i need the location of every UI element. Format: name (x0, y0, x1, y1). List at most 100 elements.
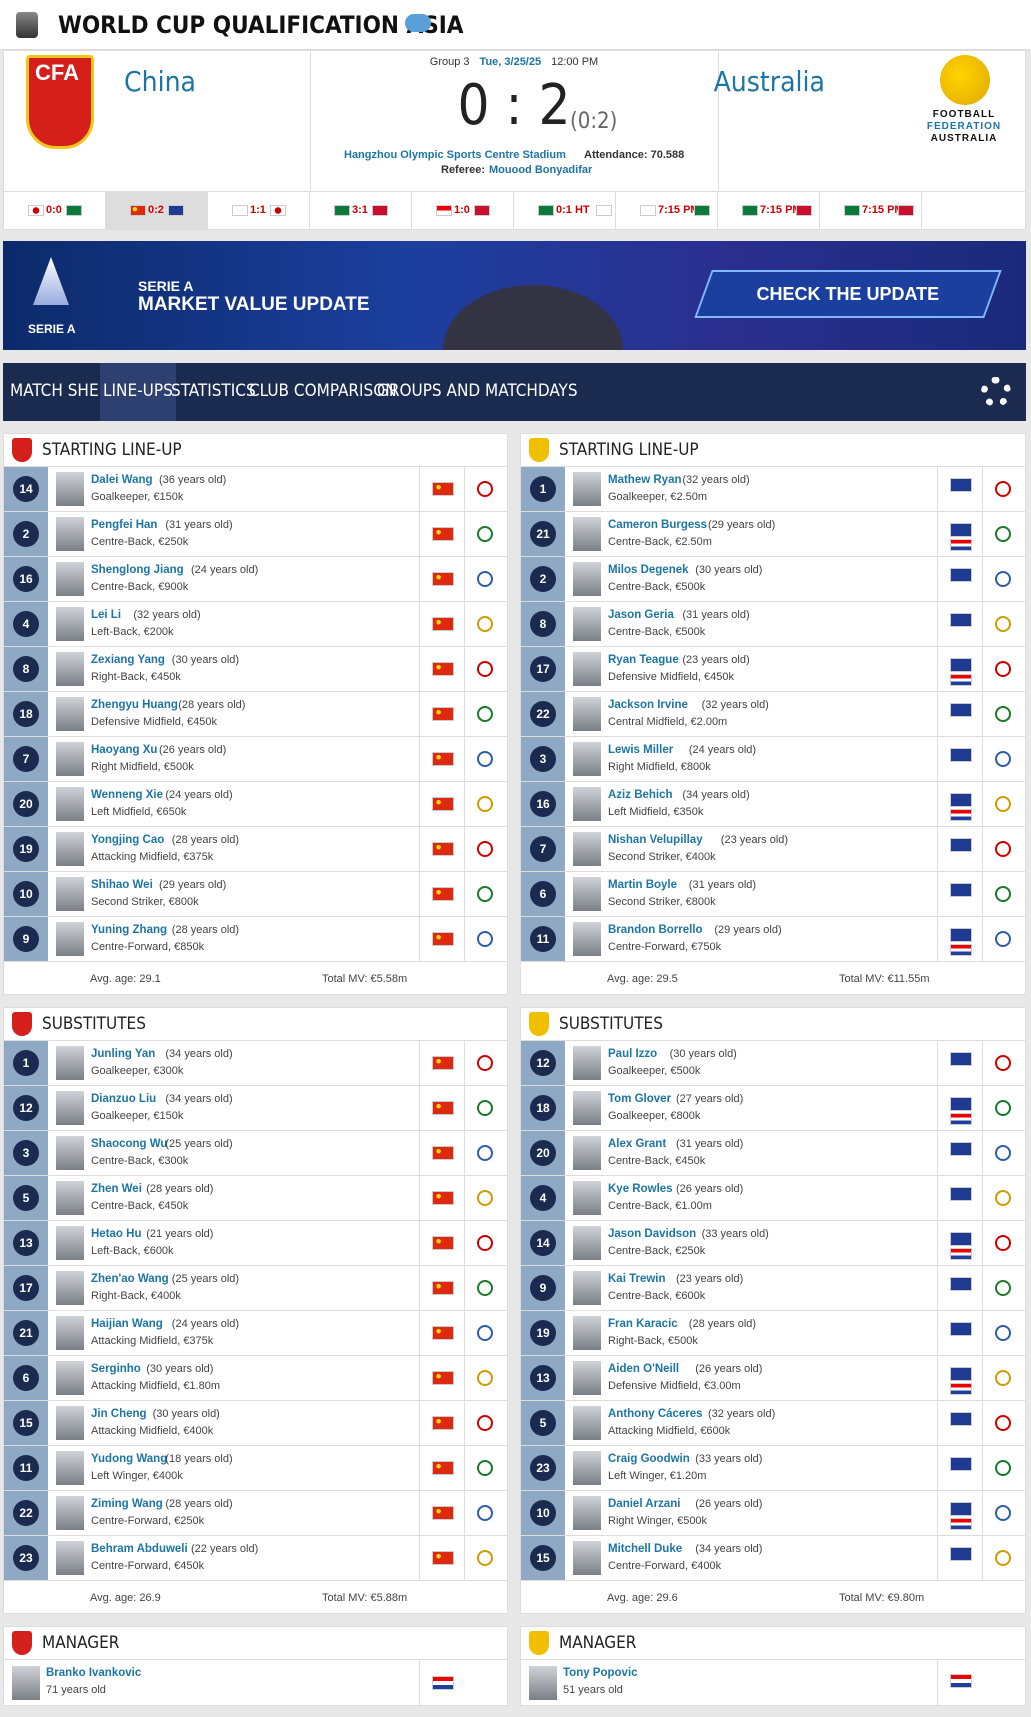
match-cell[interactable]: 0:0 (4, 192, 106, 229)
club-logo[interactable] (477, 1235, 493, 1251)
player-name[interactable]: Yongjing Cao (91, 834, 165, 846)
player-name[interactable]: Jin Cheng (91, 1408, 147, 1420)
club-logo[interactable] (995, 1415, 1011, 1431)
player-name[interactable]: Ziming Wang (91, 1498, 163, 1510)
player-name[interactable]: Wenneng Xie (91, 789, 163, 801)
follow-icon[interactable] (405, 14, 431, 32)
player-name[interactable]: Fran Karacic (608, 1318, 678, 1330)
club-logo[interactable] (995, 1325, 1011, 1341)
club-logo[interactable] (995, 886, 1011, 902)
tab[interactable]: GROUPS AND MATCHDAYS (377, 381, 578, 401)
club-logo[interactable] (995, 571, 1011, 587)
club-logo[interactable] (477, 1280, 493, 1296)
settings-icon[interactable] (981, 377, 1011, 407)
banner-button[interactable]: CHECK THE UPDATE (694, 270, 1002, 318)
player-name[interactable]: Milos Degenek (608, 564, 689, 576)
player-name[interactable]: Yudong Wang (91, 1453, 168, 1465)
club-logo[interactable] (995, 931, 1011, 947)
player-name[interactable]: Kye Rowles (608, 1183, 673, 1195)
club-logo[interactable] (995, 796, 1011, 812)
player-name[interactable]: Haijian Wang (91, 1318, 163, 1330)
club-logo[interactable] (477, 571, 493, 587)
club-logo[interactable] (477, 1100, 493, 1116)
player-name[interactable]: Dalei Wang (91, 474, 153, 486)
player-name[interactable]: Ryan Teague (608, 654, 679, 666)
club-logo[interactable] (995, 481, 1011, 497)
club-logo[interactable] (477, 661, 493, 677)
player-name[interactable]: Dianzuo Liu (91, 1093, 157, 1105)
player-name[interactable]: Zhengyu Huang (91, 699, 178, 711)
club-logo[interactable] (477, 1460, 493, 1476)
tab[interactable]: MATCH SHEET (10, 381, 118, 401)
player-name[interactable]: Lei Li (91, 609, 122, 621)
club-logo[interactable] (477, 526, 493, 542)
tab[interactable]: STATISTICS (171, 381, 256, 401)
club-logo[interactable] (995, 1505, 1011, 1521)
player-name[interactable]: Aiden O'Neill (608, 1363, 680, 1375)
club-logo[interactable] (995, 751, 1011, 767)
player-name[interactable]: Martin Boyle (608, 879, 678, 891)
club-logo[interactable] (477, 1550, 493, 1566)
club-logo[interactable] (995, 1145, 1011, 1161)
club-logo[interactable] (477, 1145, 493, 1161)
club-logo[interactable] (477, 1190, 493, 1206)
manager-name[interactable]: Branko Ivankovic (46, 1667, 142, 1679)
player-name[interactable]: Kai Trewin (608, 1273, 666, 1285)
banner[interactable]: SERIE A SERIE A MARKET VALUE UPDATE CHECK T… (3, 241, 1026, 350)
player-name[interactable]: Serginho (91, 1363, 141, 1375)
club-logo[interactable] (477, 1370, 493, 1386)
club-logo[interactable] (477, 616, 493, 632)
player-name[interactable]: Craig Goodwin (608, 1453, 690, 1465)
player-name[interactable]: Brandon Borrello (608, 924, 703, 936)
player-name[interactable]: Junling Yan (91, 1048, 156, 1060)
player-name[interactable]: Zhen Wei (91, 1183, 142, 1195)
club-logo[interactable] (995, 1055, 1011, 1071)
match-cell[interactable]: 7:15 PM (616, 192, 718, 229)
club-logo[interactable] (995, 1235, 1011, 1251)
player-name[interactable]: Zhen'ao Wang (91, 1273, 169, 1285)
club-logo[interactable] (995, 706, 1011, 722)
club-logo[interactable] (995, 1100, 1011, 1116)
player-name[interactable]: Mathew Ryan (608, 474, 682, 486)
away-team[interactable]: Australia (713, 65, 825, 98)
player-name[interactable]: Alex Grant (608, 1138, 667, 1150)
club-logo[interactable] (477, 481, 493, 497)
club-logo[interactable] (995, 616, 1011, 632)
player-name[interactable]: Shaocong Wu (91, 1138, 168, 1150)
club-logo[interactable] (995, 1280, 1011, 1296)
club-logo[interactable] (477, 931, 493, 947)
player-name[interactable]: Zexiang Yang (91, 654, 165, 666)
player-name[interactable]: Anthony Cáceres (608, 1408, 703, 1420)
club-logo[interactable] (477, 1325, 493, 1341)
club-logo[interactable] (477, 796, 493, 812)
match-cell[interactable]: 1:1 (208, 192, 310, 229)
match-cell[interactable]: 0:1 HT (514, 192, 616, 229)
club-logo[interactable] (477, 841, 493, 857)
club-logo[interactable] (995, 1460, 1011, 1476)
club-logo[interactable] (477, 751, 493, 767)
club-logo[interactable] (995, 1550, 1011, 1566)
player-name[interactable]: Haoyang Xu (91, 744, 158, 756)
stadium[interactable]: Hangzhou Olympic Sports Centre Stadium (344, 149, 566, 161)
match-cell[interactable]: 7:15 PM (718, 192, 820, 229)
player-name[interactable]: Cameron Burgess (608, 519, 708, 531)
player-name[interactable]: Lewis Miller (608, 744, 674, 756)
tab[interactable]: CLUB COMPARISON (249, 381, 397, 401)
manager-name[interactable]: Tony Popovic (563, 1667, 638, 1679)
player-name[interactable]: Pengfei Han (91, 519, 158, 531)
club-logo[interactable] (995, 1190, 1011, 1206)
club-logo[interactable] (995, 1370, 1011, 1386)
player-name[interactable]: Jason Davidson (608, 1228, 697, 1240)
club-logo[interactable] (477, 1505, 493, 1521)
player-name[interactable]: Behram Abduweli (91, 1543, 188, 1555)
player-name[interactable]: Paul Izzo (608, 1048, 658, 1060)
club-logo[interactable] (477, 1055, 493, 1071)
player-name[interactable]: Mitchell Duke (608, 1543, 683, 1555)
player-name[interactable]: Daniel Arzani (608, 1498, 681, 1510)
player-name[interactable]: Hetao Hu (91, 1228, 142, 1240)
player-name[interactable]: Aziz Behich (608, 789, 673, 801)
home-team[interactable]: China (124, 65, 196, 98)
player-name[interactable]: Nishan Velupillay (608, 834, 703, 846)
tab[interactable]: LINE-UPS (100, 363, 176, 421)
player-name[interactable]: Yuning Zhang (91, 924, 168, 936)
